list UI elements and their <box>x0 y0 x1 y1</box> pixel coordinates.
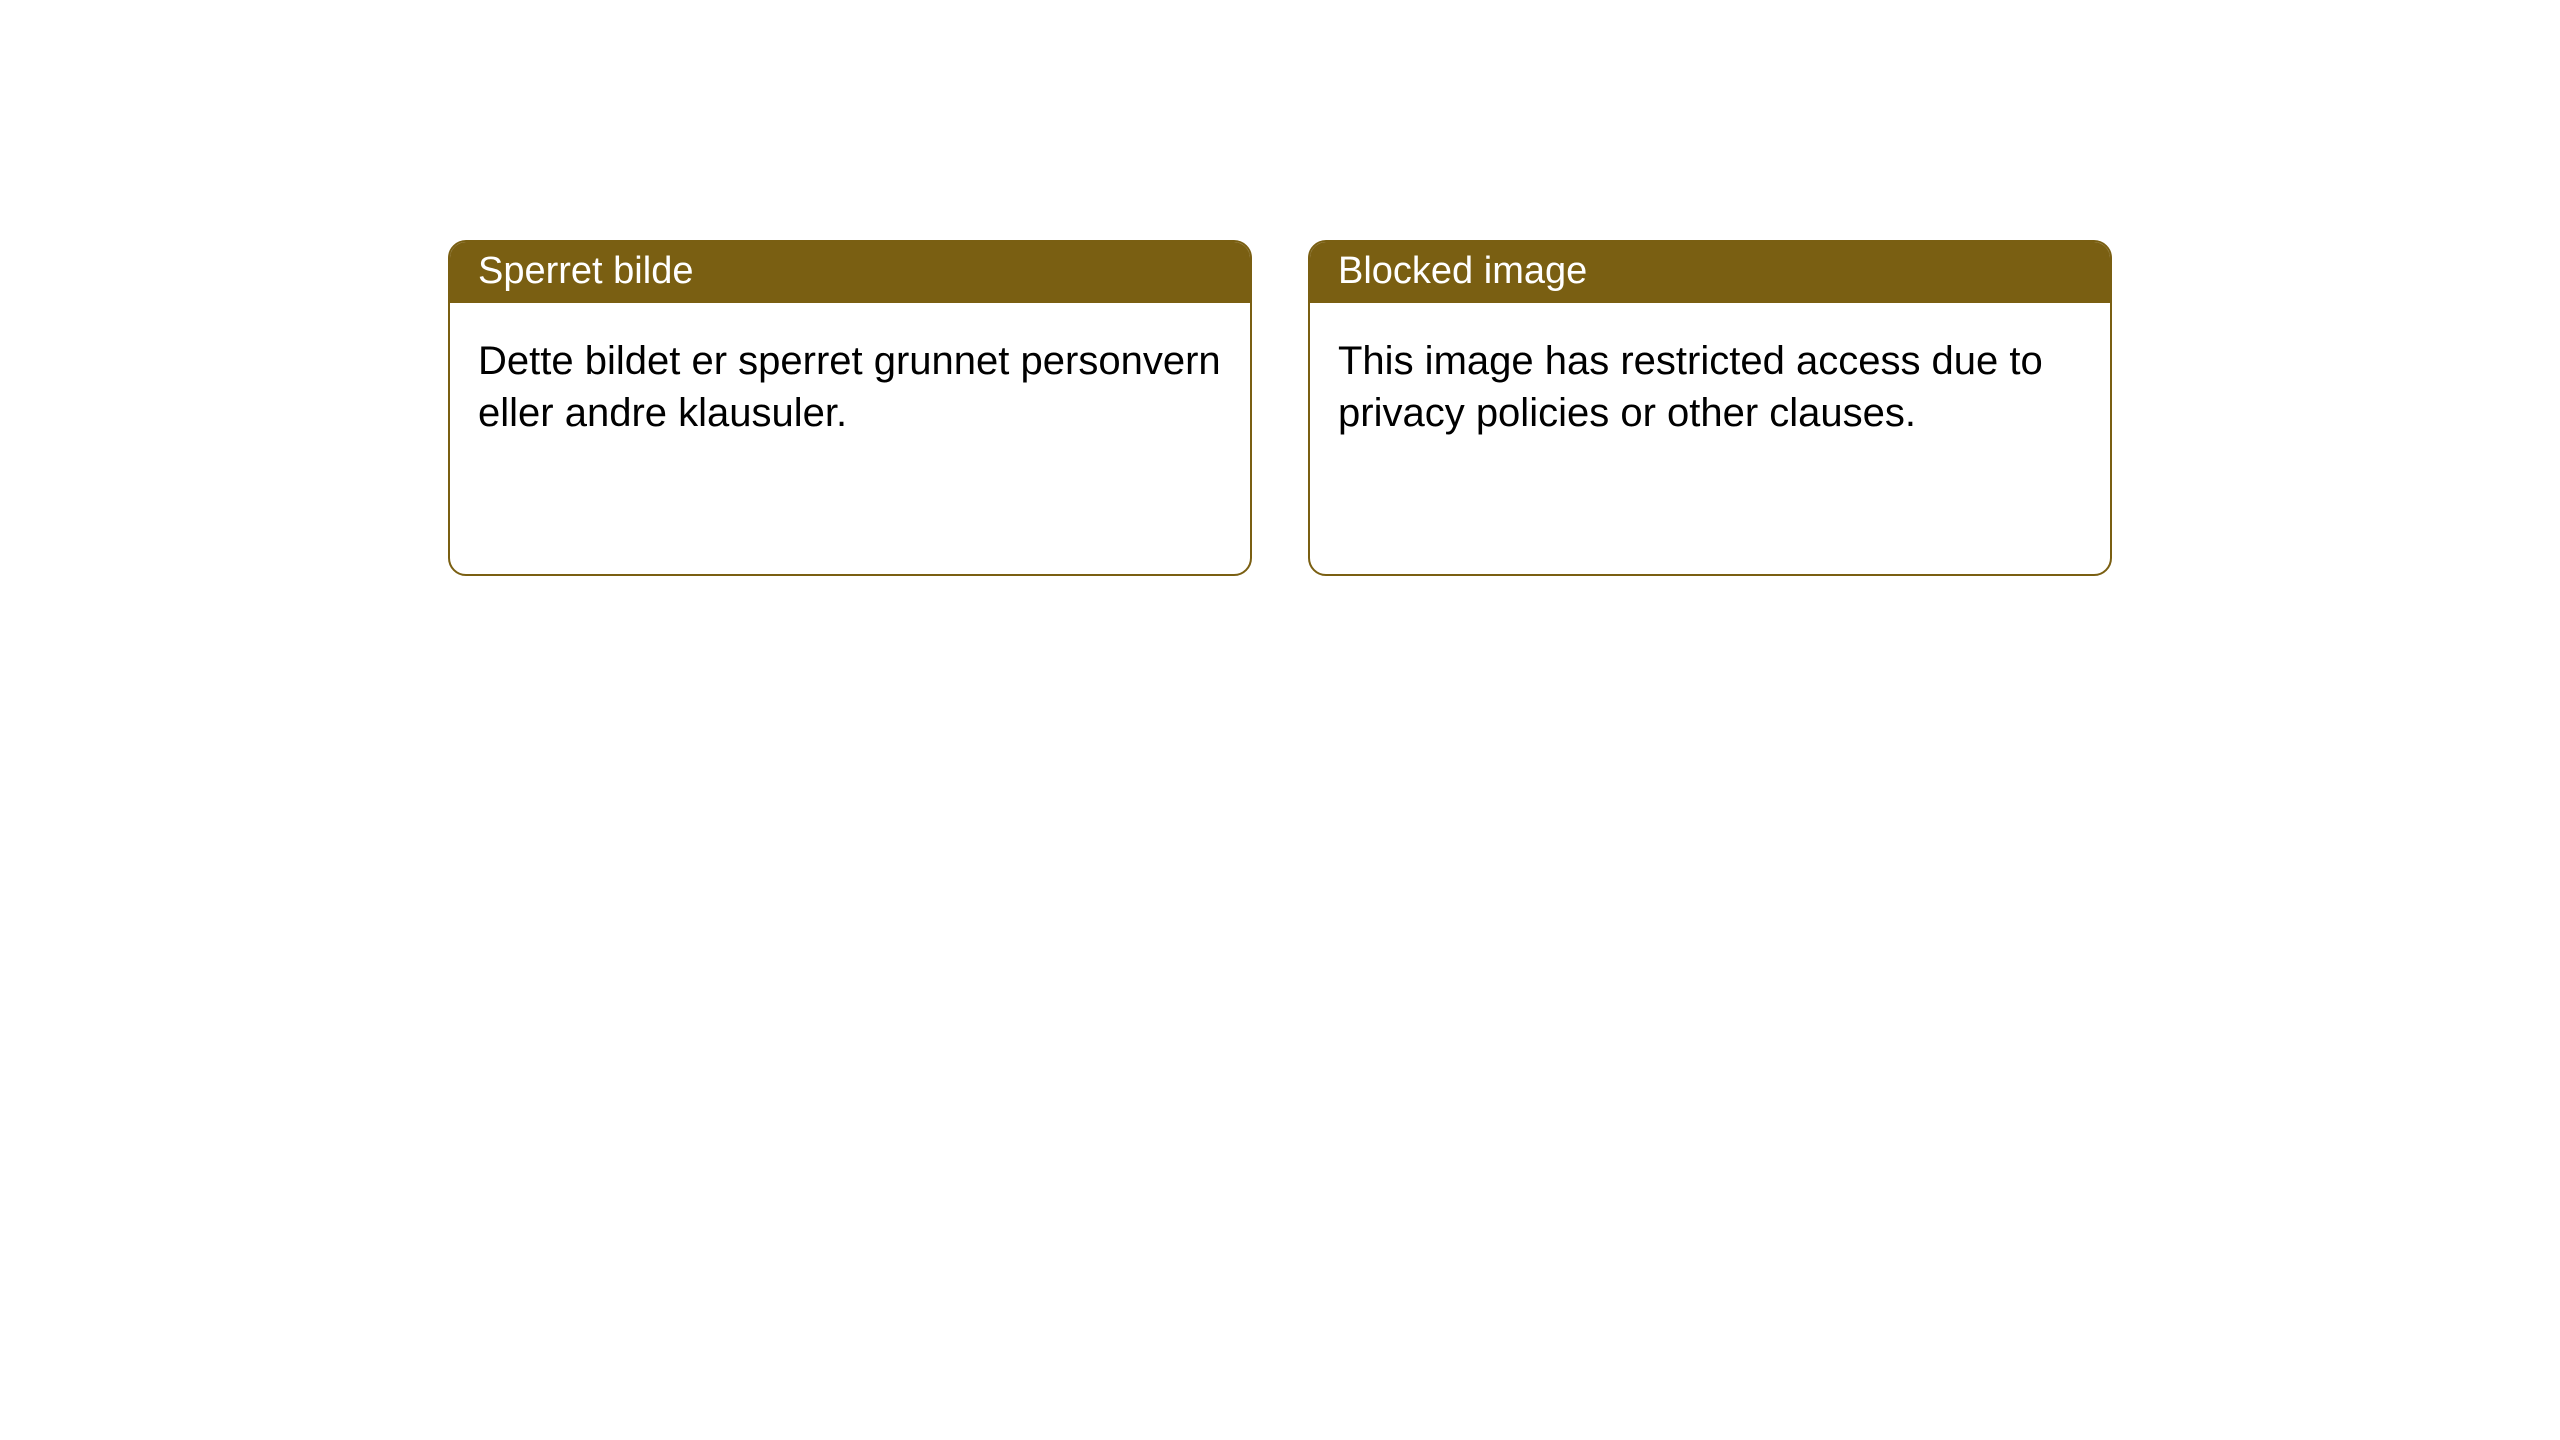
notice-card-title: Sperret bilde <box>478 250 693 292</box>
notice-container: Sperret bilde Dette bildet er sperret gr… <box>0 0 2560 576</box>
notice-card-norwegian: Sperret bilde Dette bildet er sperret gr… <box>448 240 1252 576</box>
notice-card-title: Blocked image <box>1338 250 1587 292</box>
notice-card-body-text: Dette bildet er sperret grunnet personve… <box>478 339 1221 435</box>
notice-card-body-text: This image has restricted access due to … <box>1338 339 2043 435</box>
notice-card-body: Dette bildet er sperret grunnet personve… <box>450 303 1250 471</box>
notice-card-header: Blocked image <box>1310 242 2110 303</box>
notice-card-body: This image has restricted access due to … <box>1310 303 2110 471</box>
notice-card-header: Sperret bilde <box>450 242 1250 303</box>
notice-card-english: Blocked image This image has restricted … <box>1308 240 2112 576</box>
